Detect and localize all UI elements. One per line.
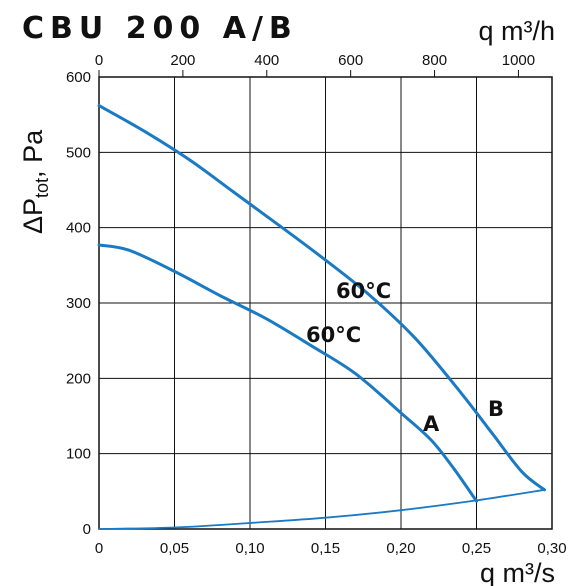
- y-axis-label-main: ΔP: [18, 198, 48, 234]
- x-tick-label: 0,25: [462, 540, 491, 557]
- y-tick-label: 300: [66, 295, 91, 312]
- x-axis-label: q m³/s: [480, 558, 555, 586]
- y-axis-label-rest: , Pa: [18, 129, 48, 178]
- x-tick-label: 0,10: [235, 540, 264, 557]
- y-tick-label: 500: [66, 144, 91, 161]
- y-tick-label: 200: [66, 370, 91, 387]
- y-tick-label: 600: [66, 69, 91, 86]
- curve-b-label: B: [488, 397, 504, 421]
- x-tick-label: 0,05: [160, 540, 189, 557]
- top-tick-label: 400: [254, 52, 279, 69]
- y-tick-label: 0: [83, 521, 91, 538]
- curve-b-temp-label: 60°C: [336, 279, 391, 303]
- chart-title: CBU 200 A/B: [22, 11, 298, 46]
- top-tick-label: 200: [170, 52, 195, 69]
- tick-labels: 0 0,05 0,10 0,15 0,20 0,25 0,30 0 100 200 300 400 50…: [66, 52, 567, 557]
- curves: [97, 104, 546, 530]
- y-axis-label: ΔPtot, Pa: [18, 129, 52, 234]
- curve-b: [97, 104, 546, 492]
- curve-a-label: A: [423, 412, 440, 436]
- top-tick-label: 800: [422, 52, 447, 69]
- x-tick-label: 0,20: [386, 540, 415, 557]
- plot-frame: [98, 76, 553, 530]
- top-axis-label: q m³/h: [478, 16, 555, 46]
- top-tick-label: 600: [338, 52, 363, 69]
- x-tick-label: 0,15: [311, 540, 340, 557]
- y-axis-label-sub: tot: [32, 178, 52, 198]
- curve-system: [98, 488, 546, 530]
- y-tick-label: 400: [66, 220, 91, 237]
- top-tick-label: 0: [95, 52, 103, 69]
- x-tick-label: 0,30: [537, 540, 566, 557]
- x-tick-label: 0: [95, 540, 103, 557]
- y-tick-label: 100: [66, 446, 91, 463]
- curve-a: [97, 243, 478, 503]
- curve-a-temp-label: 60°C: [306, 323, 361, 347]
- top-tick-label: 1000: [502, 52, 535, 69]
